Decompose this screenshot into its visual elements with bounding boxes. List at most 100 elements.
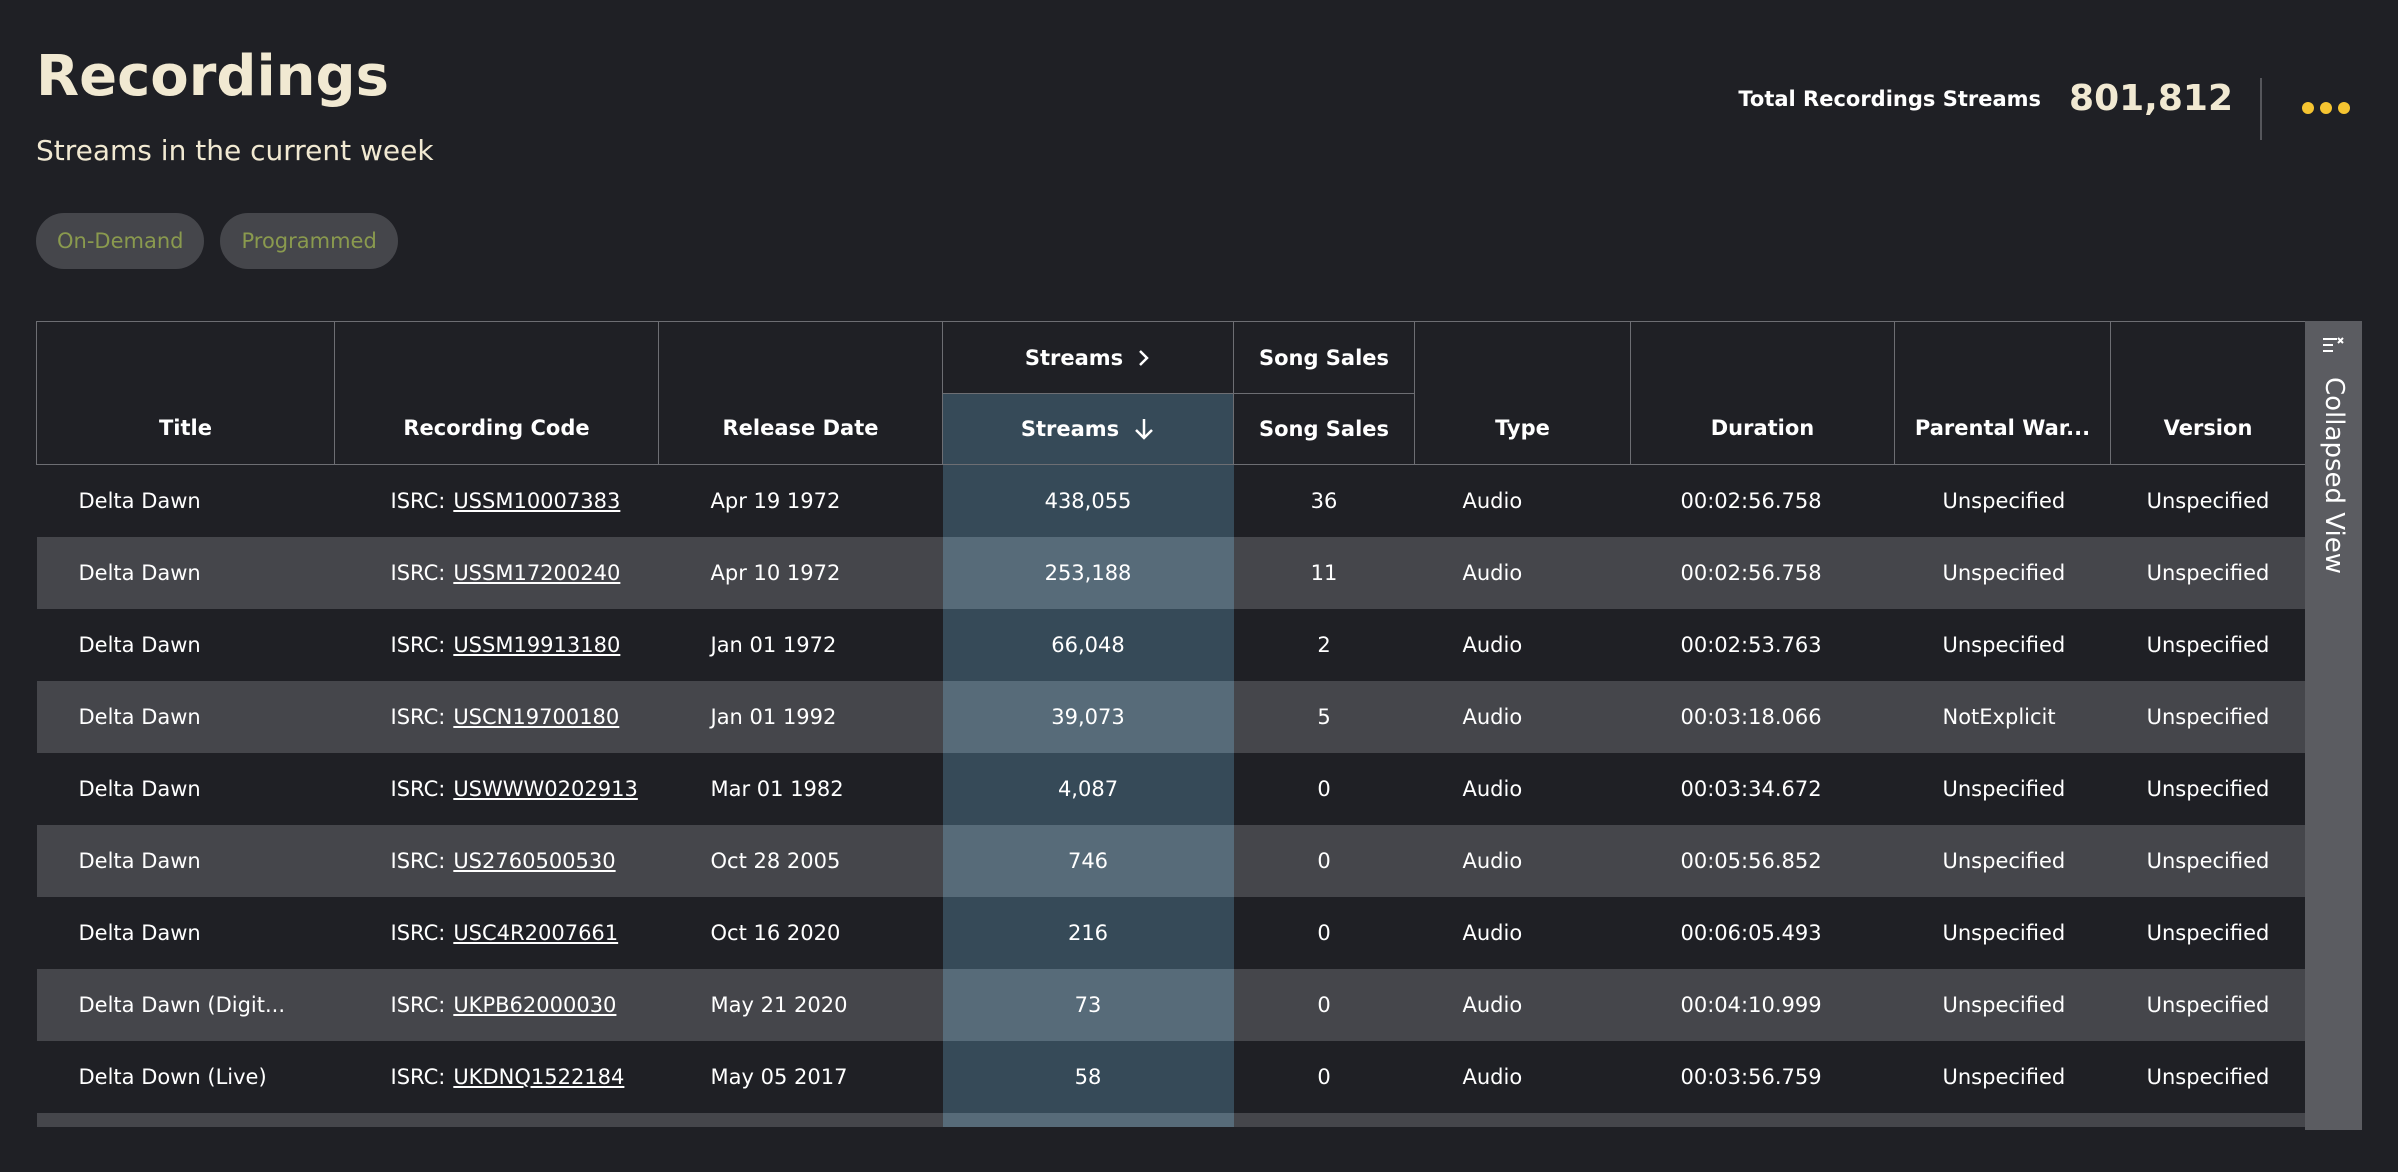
streams-cell: 216 <box>942 897 1234 969</box>
song-sales-cell: 11 <box>1233 537 1415 609</box>
column-header-streams[interactable]: Streams <box>942 393 1234 465</box>
release-date-cell: Apr 10 1972 <box>658 537 943 609</box>
filter-chip-on-demand[interactable]: On-Demand <box>36 213 205 269</box>
group-header-streams[interactable]: Streams <box>942 321 1234 394</box>
recording-code-cell: ISRC: USCN19700180 <box>334 681 659 753</box>
recording-code-cell: ISRC: USSM17200240 <box>334 537 659 609</box>
filter-chip-programmed[interactable]: Programmed <box>220 213 398 269</box>
column-header-recording-code[interactable]: Recording Code <box>334 321 659 465</box>
isrc-link[interactable]: USSM10007383 <box>453 489 621 513</box>
table-row[interactable]: Delta Dawn ISRC: USSM10007383 Apr 19 1972 43… <box>36 464 2305 537</box>
table-row[interactable]: Delta Dawn ISRC: US2760500530 Oct 28 2005 74… <box>36 825 2305 897</box>
release-date-cell: Jan 01 1992 <box>658 681 943 753</box>
collapsed-view-toggle[interactable]: Collapsed View <box>2305 321 2362 1130</box>
column-header-release-date[interactable]: Release Date <box>658 321 943 465</box>
duration-cell: 00:05:56.852 <box>1630 825 1895 897</box>
recording-code-cell: ISRC: US2760500530 <box>334 825 659 897</box>
chevron-right-icon[interactable] <box>1137 348 1151 368</box>
version-cell: Unspecified <box>2110 537 2305 609</box>
release-date-cell: Mar 01 1982 <box>658 753 943 825</box>
duration-cell: 00:06:05.493 <box>1630 897 1895 969</box>
isrc-link[interactable]: USSM19913180 <box>453 633 621 657</box>
title-cell: Delta Down (Live) <box>36 1041 335 1113</box>
streams-cell: 39,073 <box>942 681 1234 753</box>
table-row[interactable]: Delta Down (Live) ISRC: UKDNQ1522184 May 05… <box>36 1041 2305 1113</box>
table-row-partial <box>36 1113 2305 1127</box>
duration-cell: 00:03:18.066 <box>1630 681 1895 753</box>
release-date-cell: Jan 01 1972 <box>658 609 943 681</box>
group-header-streams-label: Streams <box>1024 345 1124 370</box>
title-cell: Delta Dawn <box>36 753 335 825</box>
version-cell: Unspecified <box>2110 681 2305 753</box>
streams-cell: 73 <box>942 969 1234 1041</box>
title-cell: Delta Dawn (Digit... <box>36 969 335 1041</box>
column-header-parental-warning[interactable]: Parental War... <box>1894 321 2111 465</box>
duration-cell: 00:02:53.763 <box>1630 609 1895 681</box>
more-dots-icon[interactable] <box>2296 90 2356 126</box>
parental-warning-cell: Unspecified <box>1894 1041 2111 1113</box>
isrc-link[interactable]: US2760500530 <box>453 849 616 873</box>
streams-cell: 438,055 <box>942 464 1234 537</box>
type-cell: Audio <box>1414 609 1631 681</box>
column-header-duration[interactable]: Duration <box>1630 321 1895 465</box>
duration-cell: 00:04:10.999 <box>1630 969 1895 1041</box>
release-date-cell: Oct 28 2005 <box>658 825 943 897</box>
title-cell: Delta Dawn <box>36 897 335 969</box>
table-row[interactable]: Delta Dawn ISRC: USWWW0202913 Mar 01 1982 4,… <box>36 753 2305 825</box>
isrc-prefix: ISRC: <box>390 777 446 801</box>
version-cell: Unspecified <box>2110 1041 2305 1113</box>
arrow-down-icon[interactable] <box>1133 417 1155 441</box>
duration-cell: 00:03:56.759 <box>1630 1041 1895 1113</box>
recording-code-cell: ISRC: UKPB62000030 <box>334 969 659 1041</box>
table-row[interactable]: Delta Dawn ISRC: USSM19913180 Jan 01 1972 66… <box>36 609 2305 681</box>
isrc-prefix: ISRC: <box>390 849 446 873</box>
table-row[interactable]: Delta Dawn (Digit... ISRC: UKPB62000030 May… <box>36 969 2305 1041</box>
type-cell: Audio <box>1414 897 1631 969</box>
column-header-version[interactable]: Version <box>2110 321 2305 465</box>
table-row[interactable]: Delta Dawn ISRC: USCN19700180 Jan 01 1992 39… <box>36 681 2305 753</box>
song-sales-cell: 0 <box>1233 1041 1415 1113</box>
release-date-cell: May 21 2020 <box>658 969 943 1041</box>
recording-code-cell: ISRC: USWWW0202913 <box>334 753 659 825</box>
type-cell: Audio <box>1414 464 1631 537</box>
column-header-song-sales[interactable]: Song Sales <box>1233 393 1415 465</box>
isrc-prefix: ISRC: <box>390 993 446 1017</box>
header-divider <box>2260 78 2262 140</box>
song-sales-cell: 0 <box>1233 969 1415 1041</box>
page-subtitle: Streams in the current week <box>36 134 434 167</box>
isrc-prefix: ISRC: <box>390 561 446 585</box>
recording-code-cell: ISRC: USSM19913180 <box>334 609 659 681</box>
version-cell: Unspecified <box>2110 753 2305 825</box>
version-cell: Unspecified <box>2110 609 2305 681</box>
streams-cell: 253,188 <box>942 537 1234 609</box>
isrc-prefix: ISRC: <box>390 633 446 657</box>
isrc-prefix: ISRC: <box>390 705 446 729</box>
table-row[interactable]: Delta Dawn ISRC: USSM17200240 Apr 10 1972 25… <box>36 537 2305 609</box>
parental-warning-cell: Unspecified <box>1894 969 2111 1041</box>
isrc-link[interactable]: UKDNQ1522184 <box>453 1065 625 1089</box>
isrc-link[interactable]: USCN19700180 <box>453 705 620 729</box>
song-sales-cell: 2 <box>1233 609 1415 681</box>
type-cell: Audio <box>1414 825 1631 897</box>
streams-cell: 58 <box>942 1041 1234 1113</box>
duration-cell: 00:03:34.672 <box>1630 753 1895 825</box>
streams-cell: 66,048 <box>942 609 1234 681</box>
streams-cell: 746 <box>942 825 1234 897</box>
total-streams-label: Total Recordings Streams <box>1738 86 2042 111</box>
isrc-prefix: ISRC: <box>390 1065 446 1089</box>
column-header-title[interactable]: Title <box>36 321 335 465</box>
recording-code-cell: ISRC: UKDNQ1522184 <box>334 1041 659 1113</box>
isrc-link[interactable]: UKPB62000030 <box>453 993 617 1017</box>
collapsed-view-label: Collapsed View <box>2319 377 2349 574</box>
recording-code-cell: ISRC: USSM10007383 <box>334 464 659 537</box>
table-row[interactable]: Delta Dawn ISRC: USC4R2007661 Oct 16 2020 21… <box>36 897 2305 969</box>
isrc-link[interactable]: USC4R2007661 <box>453 921 619 945</box>
type-cell: Audio <box>1414 753 1631 825</box>
total-streams-value: 801,812 <box>2069 78 2233 119</box>
type-cell: Audio <box>1414 537 1631 609</box>
isrc-link[interactable]: USSM17200240 <box>453 561 621 585</box>
column-header-type[interactable]: Type <box>1414 321 1631 465</box>
isrc-link[interactable]: USWWW0202913 <box>453 777 638 801</box>
parental-warning-cell: NotExplicit <box>1894 681 2111 753</box>
filter-chips: On-Demand Programmed <box>36 213 398 269</box>
